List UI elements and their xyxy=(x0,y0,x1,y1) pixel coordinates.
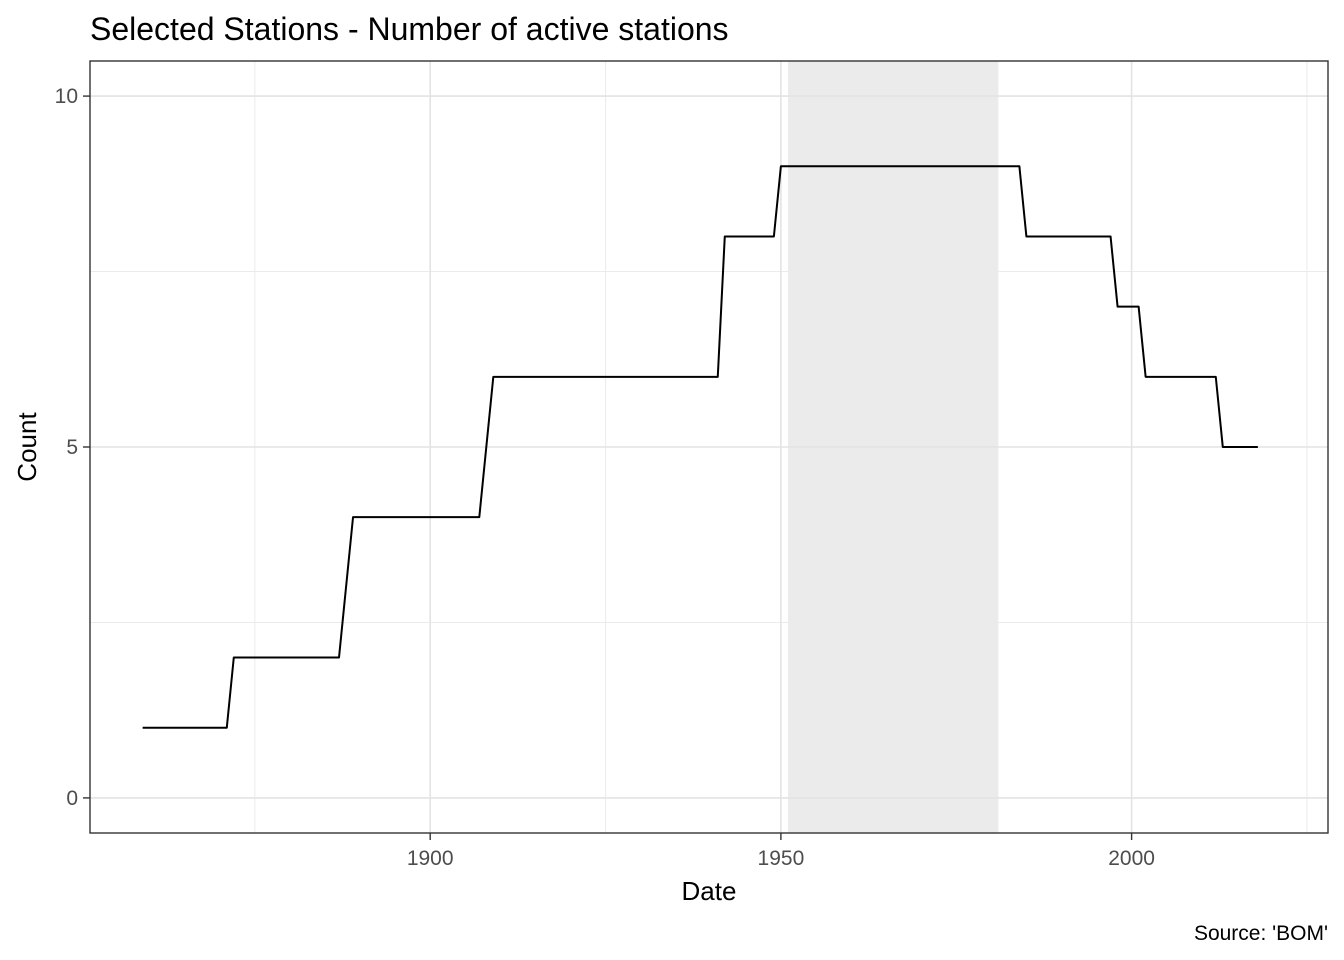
x-tick-label: 1950 xyxy=(758,847,805,870)
chart-caption: Source: 'BOM' xyxy=(1194,922,1328,945)
x-axis: 1900 1950 2000 xyxy=(407,833,1155,870)
major-gridlines xyxy=(90,61,1328,833)
x-tick-label: 1900 xyxy=(407,847,454,870)
y-tick-label: 0 xyxy=(66,787,78,810)
plot-area xyxy=(89,60,1329,834)
y-tick-label: 5 xyxy=(66,436,78,459)
chart-title: Selected Stations - Number of active sta… xyxy=(90,11,729,47)
y-axis: 0 5 10 xyxy=(55,85,90,810)
y-tick-label: 10 xyxy=(55,85,78,108)
y-axis-title: Count xyxy=(12,412,42,482)
series-layer xyxy=(142,165,1258,729)
x-tick-label: 2000 xyxy=(1108,847,1155,870)
x-axis-title: Date xyxy=(682,876,737,906)
series-line xyxy=(142,165,1258,729)
